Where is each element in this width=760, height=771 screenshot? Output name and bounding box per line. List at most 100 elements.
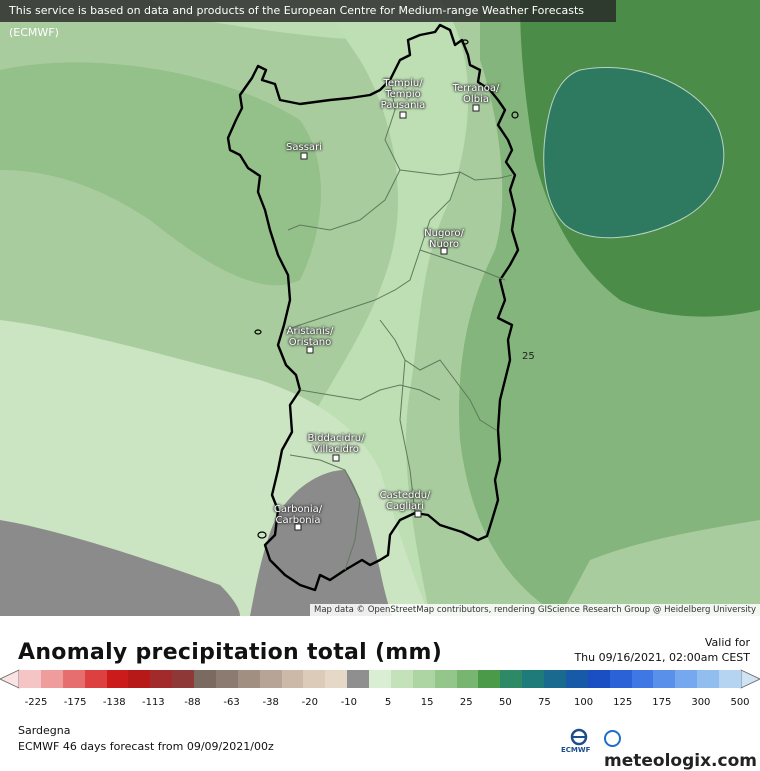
- city-label-villacidro: Biddacidru/ Villacidro: [308, 433, 365, 455]
- legend-swatch: [303, 670, 326, 688]
- legend-label: 5: [384, 697, 392, 708]
- city-label-tempio: Tempiu/ Tempio Pausania: [381, 78, 426, 111]
- city-line: Terranoa/: [452, 83, 500, 94]
- legend-swatch: [215, 670, 239, 688]
- legend-swatch: [522, 670, 545, 688]
- legend-swatch: [456, 670, 479, 688]
- city-label-olbia: Terranoa/ Olbia: [453, 83, 500, 105]
- legend-label: -38: [262, 697, 279, 708]
- city-line: Nuoro: [429, 239, 459, 250]
- legend-swatch: [434, 670, 458, 688]
- chart-title: Anomaly precipitation total (mm): [18, 640, 443, 665]
- legend-swatch: [631, 670, 654, 688]
- legend-swatch: [500, 670, 523, 688]
- legend-label: 500: [730, 697, 750, 708]
- city-line: Carbonia/: [273, 504, 323, 515]
- city-marker-nuoro: [440, 247, 448, 255]
- legend-label: -20: [301, 697, 318, 708]
- legend-swatch: [719, 670, 742, 688]
- legend-swatch: [150, 670, 173, 688]
- legend-label: 15: [420, 697, 434, 708]
- city-marker-villacidro: [332, 454, 340, 462]
- color-legend: -225 -175 -138 -113 -88 -63 -38 -20 -10 5 15 25 50 75…: [0, 669, 760, 709]
- legend-swatch: [259, 670, 283, 688]
- city-line: Nugoro/: [424, 228, 464, 239]
- city-line: Casteddu/: [379, 490, 431, 501]
- legend-swatch: [587, 670, 611, 688]
- city-label-carbonia: Carbonia/ Carbonia: [274, 504, 322, 526]
- legend-swatch: [62, 670, 86, 688]
- city-label-cagliari: Casteddu/ Cagliari: [380, 490, 431, 512]
- legend-arrow-left: [0, 669, 20, 689]
- city-line: Oristano: [288, 337, 332, 348]
- ecmwf-logo-icon: [570, 728, 588, 746]
- legend-label: -113: [141, 697, 165, 708]
- city-line: Aristanis/: [286, 326, 334, 337]
- legend-swatch: [369, 670, 392, 688]
- valid-date: Thu 09/16/2021, 02:00am CEST: [574, 651, 750, 664]
- city-line: Tempiu/: [383, 78, 423, 89]
- legend-label: -63: [223, 697, 240, 708]
- legend-label: 100: [574, 697, 594, 708]
- legend-label: 75: [538, 697, 551, 708]
- legend-label: 25: [459, 697, 473, 708]
- city-line: Pausania: [380, 100, 426, 111]
- legend-label: -88: [184, 697, 201, 708]
- valid-for-label: Valid for: [704, 636, 750, 649]
- legend-label: 125: [613, 697, 633, 708]
- city-marker-tempio: [399, 111, 407, 119]
- legend-swatch: [194, 670, 217, 688]
- ecmwf-attribution-banner: This service is based on data and produc…: [0, 0, 616, 39]
- legend-label: 50: [498, 697, 512, 708]
- city-label-sassari: Sassari: [286, 142, 322, 153]
- legend-swatch: [40, 670, 64, 688]
- city-label-oristano: Aristanis/ Oristano: [287, 326, 334, 348]
- legend-swatch: [390, 670, 414, 688]
- city-marker-oristano: [306, 346, 314, 354]
- contour-label: 25: [522, 351, 535, 362]
- legend-swatch: [106, 670, 129, 688]
- legend-swatch: [237, 670, 261, 688]
- legend-swatch: [609, 670, 633, 688]
- brand-text: meteologix.com: [604, 751, 757, 771]
- legend-label: -225: [24, 697, 48, 708]
- city-marker-sassari: [300, 152, 308, 160]
- city-line: Villacidro: [313, 444, 359, 455]
- legend-label: 300: [691, 697, 711, 708]
- legend-label: -138: [102, 697, 126, 708]
- legend-swatch: [478, 670, 501, 688]
- legend-swatch: [281, 670, 304, 688]
- legend-swatch: [544, 670, 567, 688]
- city-line: Sassari: [286, 142, 322, 153]
- meteologix-logo-icon: [604, 730, 621, 747]
- city-label-nuoro: Nugoro/ Nuoro: [424, 228, 464, 250]
- legend-swatch: [675, 670, 698, 688]
- legend-swatch: [325, 670, 348, 688]
- city-line: Biddacidru/: [307, 433, 365, 444]
- city-line: Cagliari: [385, 501, 425, 512]
- meteologix-brand[interactable]: meteologix.com: [604, 730, 760, 771]
- city-line: Carbonia: [275, 515, 321, 526]
- legend-swatch: [653, 670, 676, 688]
- forecast-run: ECMWF 46 days forecast from 09/09/2021/0…: [18, 740, 274, 753]
- city-marker-olbia: [472, 104, 480, 112]
- legend-swatch: [172, 670, 195, 688]
- legend-swatch: [565, 670, 589, 688]
- legend-swatch: [84, 670, 107, 688]
- legend-label: -10: [340, 697, 358, 708]
- legend-label: 175: [652, 697, 672, 708]
- map-attribution[interactable]: Map data © OpenStreetMap contributors, r…: [310, 604, 760, 616]
- precipitation-map: This service is based on data and produc…: [0, 0, 760, 616]
- city-line: Tempio: [385, 89, 421, 100]
- legend-label: -175: [63, 697, 87, 708]
- legend-swatch: [128, 670, 151, 688]
- legend-swatch: [697, 670, 720, 688]
- city-marker-carbonia: [294, 523, 302, 531]
- legend-swatch: [412, 670, 436, 688]
- city-marker-cagliari: [414, 510, 422, 518]
- region-name: Sardegna: [18, 724, 71, 737]
- city-line: Olbia: [463, 94, 489, 105]
- legend-swatch: [347, 670, 370, 688]
- legend-arrow-right: [740, 669, 760, 689]
- ecmwf-logo-text: ECMWF: [561, 746, 591, 754]
